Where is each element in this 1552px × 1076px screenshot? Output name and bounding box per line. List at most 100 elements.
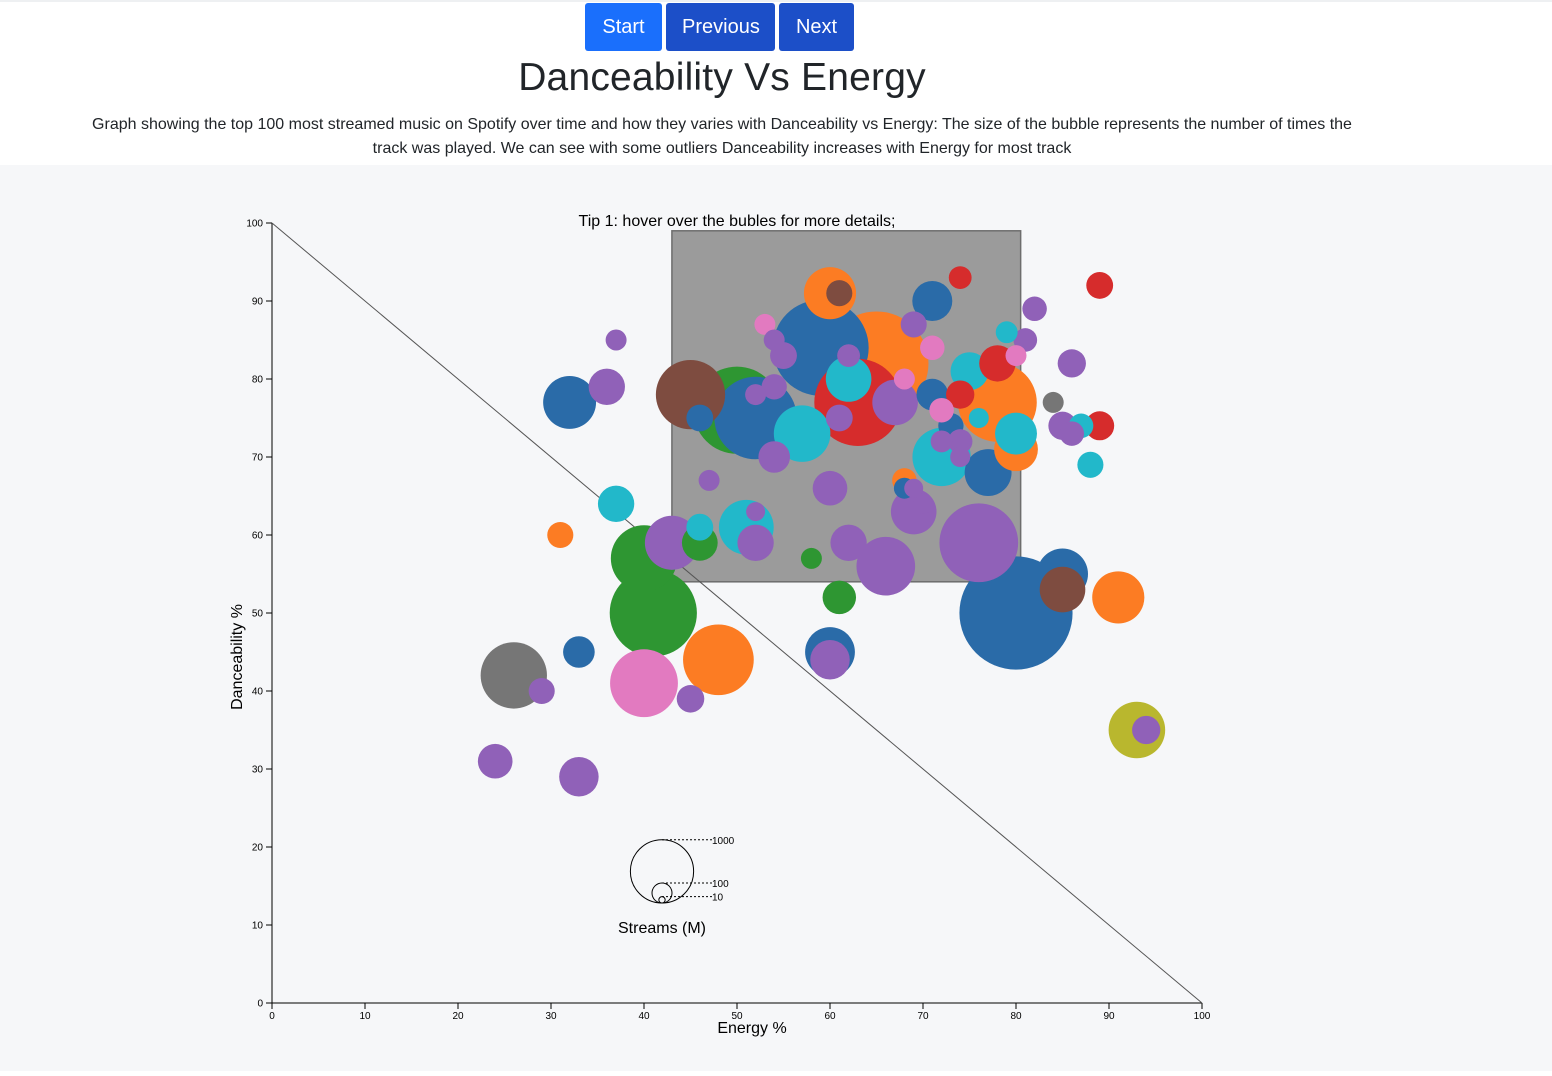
x-tick-label: 30 — [545, 1011, 557, 1022]
x-tick-label: 20 — [452, 1011, 464, 1022]
bubble-point[interactable] — [893, 368, 915, 390]
bubble-point[interactable] — [1132, 715, 1161, 745]
y-tick-label: 20 — [252, 843, 264, 854]
size-legend-title: Streams (M) — [618, 920, 706, 937]
nav-button-group: Start Previous Next — [585, 3, 854, 51]
bubble-point[interactable] — [904, 478, 924, 498]
bubble-point[interactable] — [563, 636, 595, 668]
x-tick-label: 80 — [1010, 1011, 1022, 1022]
bubble-point[interactable] — [528, 677, 555, 705]
bubble-point[interactable] — [837, 344, 861, 368]
bubble-point[interactable] — [929, 397, 954, 423]
size-legend-label: 10 — [712, 893, 724, 904]
bubble-point[interactable] — [900, 311, 927, 338]
bubble-point[interactable] — [683, 624, 754, 696]
bubble-point[interactable] — [763, 329, 785, 351]
bubble-point[interactable] — [547, 521, 574, 549]
bubble-point[interactable] — [597, 485, 635, 522]
size-legend-circle — [658, 896, 666, 904]
page-title: Danceability Vs Energy — [518, 56, 926, 99]
bubble-point[interactable] — [995, 412, 1037, 455]
bubble-point[interactable] — [1057, 349, 1086, 378]
x-axis-label: Energy % — [717, 1020, 786, 1037]
bubble-point[interactable] — [1077, 451, 1104, 478]
bubble-point[interactable] — [995, 321, 1018, 344]
x-tick-label: 10 — [359, 1011, 371, 1022]
y-axis-label: Danceability % — [229, 604, 246, 710]
page-description: Graph showing the top 100 most streamed … — [92, 116, 1352, 157]
bubble-point[interactable] — [812, 470, 848, 506]
bubble-point[interactable] — [737, 524, 774, 561]
y-tick-label: 70 — [252, 453, 264, 464]
bubble-point[interactable] — [825, 356, 872, 402]
bubble-point[interactable] — [826, 280, 853, 307]
previous-button[interactable]: Previous — [666, 3, 775, 51]
x-tick-label: 60 — [824, 1011, 836, 1022]
bubble-point[interactable] — [946, 380, 975, 409]
bubble-point[interactable] — [559, 757, 599, 797]
bubble-point[interactable] — [754, 313, 776, 335]
y-tick-label: 10 — [252, 921, 264, 932]
tip-annotation: Tip 1: hover over the bubles for more de… — [579, 213, 896, 230]
bubble-point[interactable] — [830, 524, 867, 561]
bubble-point[interactable] — [947, 429, 973, 454]
x-tick-label: 50 — [731, 1011, 743, 1022]
x-tick-label: 40 — [638, 1011, 650, 1022]
bubble-point[interactable] — [912, 281, 953, 321]
bubble-point[interactable] — [822, 580, 857, 615]
y-tick-label: 80 — [252, 375, 264, 386]
bubble-point[interactable] — [950, 447, 971, 467]
y-tick-label: 30 — [252, 765, 264, 776]
bubble-point[interactable] — [939, 503, 1019, 583]
bubble-point[interactable] — [872, 379, 918, 426]
bubble-point[interactable] — [746, 502, 766, 522]
bubble-point[interactable] — [810, 640, 850, 680]
size-legend-circle — [629, 839, 695, 904]
bubble-point[interactable] — [676, 685, 705, 713]
size-legend-circle — [651, 882, 673, 904]
bubble-point[interactable] — [698, 469, 720, 491]
bubble-point[interactable] — [605, 329, 627, 351]
bubble-point[interactable] — [1086, 271, 1114, 299]
bubble-point[interactable] — [1039, 566, 1086, 613]
start-button[interactable]: Start — [585, 3, 662, 51]
bubble-point[interactable] — [773, 405, 831, 462]
chart-panel: 0 10 20 30 40 50 60 70 80 90 100 0 10 20 30 40 50 60 70 80 9… — [0, 165, 1552, 1071]
bubble-point[interactable] — [686, 404, 714, 432]
y-tick-label: 60 — [252, 531, 264, 542]
bubble-point[interactable] — [761, 374, 787, 400]
bubble-point[interactable] — [609, 569, 697, 657]
y-tick-label: 40 — [252, 687, 264, 698]
bubble-point[interactable] — [758, 441, 791, 473]
y-tick-label: 100 — [246, 219, 263, 230]
bubble-point[interactable] — [968, 408, 989, 428]
bubble-point[interactable] — [588, 368, 625, 405]
size-legend-label: 1000 — [712, 836, 735, 847]
bubble-point[interactable] — [1042, 391, 1064, 413]
bubble-point[interactable] — [1059, 421, 1085, 446]
bubble-point[interactable] — [920, 335, 945, 361]
next-button[interactable]: Next — [779, 3, 854, 51]
bubble-point[interactable] — [1092, 571, 1145, 624]
bubble-point[interactable] — [913, 493, 933, 514]
bubble-point[interactable] — [477, 743, 513, 779]
y-tick-label: 90 — [252, 297, 264, 308]
x-tick-label: 90 — [1103, 1011, 1115, 1022]
bubble-point[interactable] — [745, 384, 767, 406]
x-tick-label: 0 — [269, 1011, 275, 1022]
bubble-point[interactable] — [1085, 411, 1115, 441]
bubble-point[interactable] — [825, 404, 853, 432]
bubble-point[interactable] — [800, 547, 822, 569]
bubble-point[interactable] — [644, 515, 699, 570]
bubble-point[interactable] — [1005, 345, 1027, 367]
y-tick-label: 0 — [257, 999, 263, 1010]
bubble-point[interactable] — [1022, 296, 1047, 322]
bubble-point[interactable] — [856, 536, 916, 596]
bubble-point[interactable] — [930, 430, 953, 453]
bubble-point[interactable] — [610, 649, 678, 718]
bubble-chart: 0 10 20 30 40 50 60 70 80 90 100010203040506070809… — [229, 213, 1211, 1037]
bubble-point[interactable] — [948, 266, 972, 290]
bubble-point[interactable] — [543, 375, 597, 429]
bubble-point[interactable] — [686, 513, 714, 541]
x-tick-label: 100 — [1194, 1011, 1211, 1022]
